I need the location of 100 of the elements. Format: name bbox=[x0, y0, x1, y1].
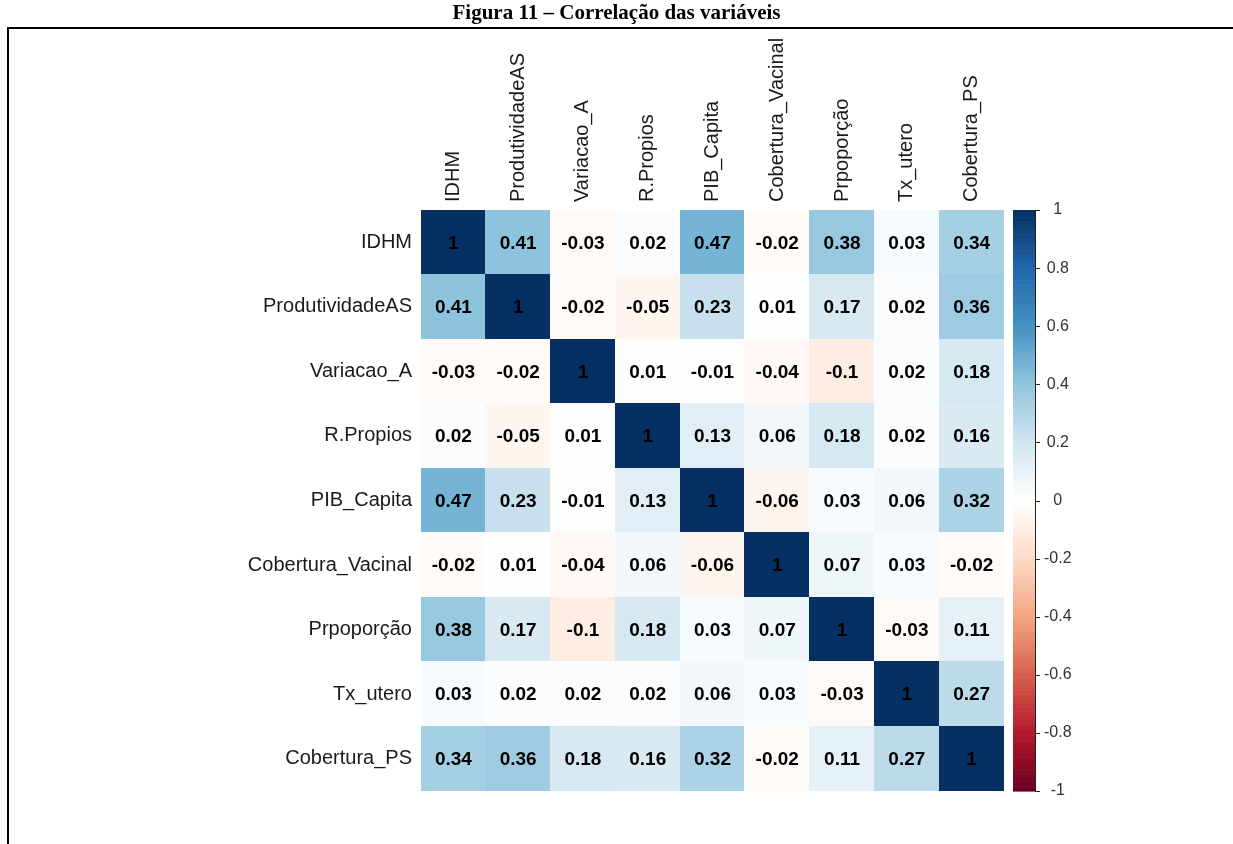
data-label: 1 bbox=[901, 683, 913, 705]
data-label: 0.02 bbox=[888, 360, 926, 382]
data-label: -0.05 bbox=[496, 425, 541, 447]
data-label: 0.07 bbox=[823, 554, 861, 576]
data-label: 0.03 bbox=[758, 683, 796, 705]
data-label: 0.36 bbox=[953, 296, 991, 318]
chart-title: Figura 11 – Correlação das variáveis bbox=[451, 0, 782, 25]
x-tick-label: Variacao_A bbox=[570, 99, 594, 202]
data-label: 0.17 bbox=[823, 296, 861, 318]
x-tick-label: Prpoporção bbox=[829, 98, 852, 202]
x-tick-label: PIB_Capita bbox=[700, 99, 724, 202]
data-label: 0.01 bbox=[629, 360, 667, 382]
data-label: 1 bbox=[642, 425, 654, 447]
data-label: -0.1 bbox=[566, 618, 600, 640]
data-label: 0.16 bbox=[629, 747, 667, 769]
data-label: 0.02 bbox=[888, 425, 926, 447]
data-label: 0.38 bbox=[434, 618, 472, 640]
y-tick-label: Variacao_A bbox=[310, 358, 413, 382]
x-tick-label: Tx_utero bbox=[894, 123, 918, 202]
y-tick-label: PIB_Capita bbox=[310, 488, 413, 512]
data-label: -0.02 bbox=[949, 554, 994, 576]
color-bar-label: 0.8 bbox=[1046, 258, 1069, 276]
data-label: 1 bbox=[836, 618, 848, 640]
data-label: 1 bbox=[771, 554, 783, 576]
data-label: 0.13 bbox=[629, 489, 667, 511]
data-label: -0.03 bbox=[820, 683, 864, 705]
data-label: 0.34 bbox=[953, 231, 991, 253]
color-bar-label: -0.4 bbox=[1044, 607, 1072, 625]
data-label: -0.03 bbox=[561, 231, 605, 253]
data-label: 0.36 bbox=[499, 747, 537, 769]
data-label: 0.13 bbox=[694, 425, 731, 447]
data-label: 0.06 bbox=[694, 683, 731, 705]
color-bar-label: 0.2 bbox=[1046, 432, 1069, 450]
x-tick-label: Cobertura_Vacinal bbox=[764, 37, 788, 202]
x-tick-label: IDHM bbox=[440, 150, 463, 202]
x-tick-label: ProdutividadeAS bbox=[505, 53, 528, 202]
y-tick-label: Tx_utero bbox=[333, 681, 412, 705]
data-label: 0.47 bbox=[434, 489, 472, 511]
color-bar-label: 0.6 bbox=[1046, 316, 1069, 334]
data-label: 0.18 bbox=[823, 425, 861, 447]
data-label: 0.41 bbox=[434, 296, 473, 318]
data-label: 0.01 bbox=[564, 425, 602, 447]
data-label: -0.04 bbox=[561, 554, 606, 576]
data-label: 0.01 bbox=[758, 296, 797, 318]
y-tick-label: ProdutividadeAS bbox=[263, 294, 412, 317]
data-label: -0.02 bbox=[496, 360, 540, 382]
color-bar-label: 0 bbox=[1053, 490, 1063, 508]
data-label: 0.07 bbox=[758, 618, 796, 640]
color-bar-label: 0.4 bbox=[1046, 374, 1069, 392]
data-label: 0.06 bbox=[758, 425, 796, 447]
data-label: 0.38 bbox=[823, 231, 861, 253]
y-tick-label: R.Propios bbox=[324, 423, 412, 446]
data-label: 0.02 bbox=[888, 296, 926, 318]
data-label: 0.23 bbox=[694, 296, 731, 318]
x-tick-label: R.Propios bbox=[635, 114, 658, 202]
y-tick-label: Cobertura_Vacinal bbox=[247, 552, 412, 576]
color-bar-label: 1 bbox=[1053, 200, 1063, 218]
data-label: -0.02 bbox=[431, 554, 476, 576]
data-label: 0.03 bbox=[434, 683, 472, 705]
data-label: 0.18 bbox=[953, 360, 991, 382]
data-label: 0.18 bbox=[629, 618, 667, 640]
data-label: 0.03 bbox=[888, 231, 926, 253]
data-label: -0.06 bbox=[690, 554, 735, 576]
data-label: 0.23 bbox=[499, 489, 537, 511]
data-label: -0.02 bbox=[755, 747, 799, 769]
y-tick-label: IDHM bbox=[360, 229, 412, 252]
data-label: 0.32 bbox=[953, 489, 991, 511]
data-label: -0.06 bbox=[755, 489, 799, 511]
data-label: 0.02 bbox=[434, 425, 472, 447]
data-label: 0.11 bbox=[824, 747, 861, 769]
color-bar-label: -0.2 bbox=[1044, 549, 1072, 567]
y-tick-label: Cobertura_PS bbox=[285, 746, 412, 770]
data-label: 0.02 bbox=[629, 683, 667, 705]
data-label: 0.03 bbox=[888, 554, 926, 576]
data-label: -0.03 bbox=[431, 360, 476, 382]
color-bar-label: -1 bbox=[1050, 781, 1065, 799]
y-tick-label: Prpoporção bbox=[308, 617, 412, 640]
x-tick-label: Cobertura_PS bbox=[959, 75, 983, 202]
data-label: 0.01 bbox=[499, 554, 538, 576]
data-label: 0.03 bbox=[694, 618, 731, 640]
data-label: 0.27 bbox=[888, 747, 926, 769]
data-label: 0.03 bbox=[823, 489, 861, 511]
data-label: 0.11 bbox=[953, 618, 991, 640]
data-label: -0.02 bbox=[755, 231, 799, 253]
data-label: 0.18 bbox=[564, 747, 602, 769]
color-bar-label: -0.6 bbox=[1044, 665, 1072, 683]
data-label: 1 bbox=[966, 747, 978, 769]
data-label: -0.02 bbox=[561, 296, 605, 318]
data-label: -0.1 bbox=[825, 360, 859, 382]
data-label: 1 bbox=[448, 231, 460, 253]
data-label: 1 bbox=[512, 296, 524, 318]
data-label: 0.02 bbox=[629, 231, 667, 253]
data-label: 0.06 bbox=[629, 554, 667, 576]
data-label: 0.34 bbox=[434, 747, 473, 769]
data-label: 1 bbox=[577, 360, 589, 382]
data-label: 0.32 bbox=[694, 747, 731, 769]
data-label: 0.02 bbox=[499, 683, 537, 705]
data-label: 0.02 bbox=[564, 683, 602, 705]
data-label: 0.27 bbox=[953, 683, 991, 705]
data-label: 0.41 bbox=[499, 231, 538, 253]
